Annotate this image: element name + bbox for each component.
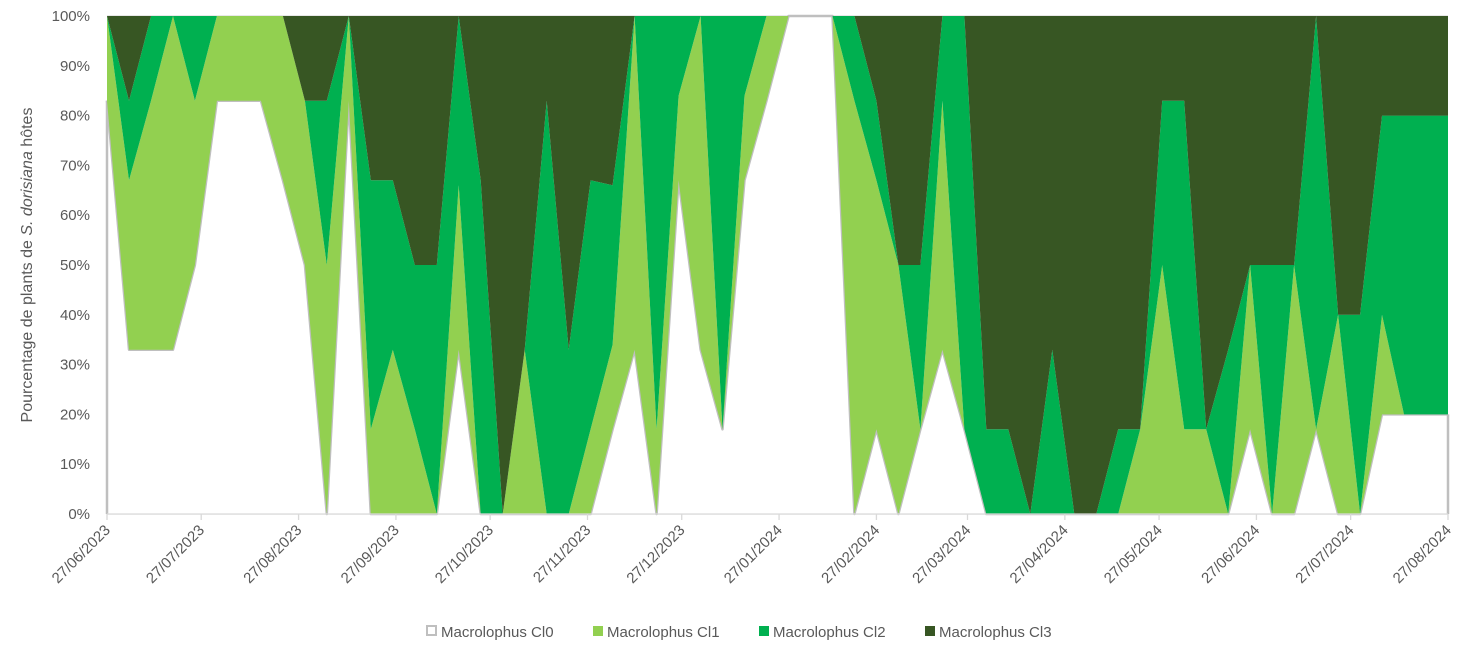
y-tick-label: 50%	[60, 257, 90, 274]
series-areas	[105, 14, 1450, 516]
area-macrolophus-cl3	[107, 16, 1448, 514]
y-axis-title: Pourcentage de plants de S. dorisiana hô…	[19, 108, 36, 423]
legend-label-macrolophus-cl3: Macrolophus Cl3	[939, 624, 1052, 641]
y-axis-title-prefix: Pourcentage de plants de	[19, 236, 36, 423]
legend-swatch-macrolophus-cl3	[925, 626, 935, 636]
x-tick-labels: 27/06/2023 27/07/2023 27/08/2023 27/09/2023…	[49, 522, 1455, 587]
y-tick-labels: 0% 10% 20% 30% 40% 50% 60% 70% 80% 90% 100%	[52, 8, 90, 523]
legend-swatch-macrolophus-cl2	[759, 626, 769, 636]
y-tick-label: 80%	[60, 108, 90, 125]
legend-label-macrolophus-cl1: Macrolophus Cl1	[607, 624, 720, 641]
legend-label-macrolophus-cl2: Macrolophus Cl2	[773, 624, 886, 641]
y-tick-label: 70%	[60, 157, 90, 174]
x-tick-label: 27/07/2024	[1292, 522, 1357, 587]
x-tick-label: 27/07/2023	[143, 522, 208, 587]
y-axis-title-suffix: hôtes	[19, 108, 36, 152]
y-tick-label: 10%	[60, 456, 90, 473]
x-tick-label: 27/09/2023	[338, 522, 403, 587]
x-tick-label: 27/08/2024	[1390, 522, 1455, 587]
x-tick-label: 27/10/2023	[432, 522, 497, 587]
y-tick-label: 0%	[68, 506, 90, 523]
y-tick-label: 20%	[60, 406, 90, 423]
x-tick-label: 27/06/2023	[49, 522, 114, 587]
y-tick-label: 100%	[52, 8, 90, 25]
x-tick-label: 27/02/2024	[818, 522, 883, 587]
x-tick-label: 27/01/2024	[721, 522, 786, 587]
legend-label-macrolophus-cl0: Macrolophus Cl0	[441, 624, 554, 641]
area-macrolophus-cl2	[107, 16, 1448, 514]
axes	[106, 513, 1449, 520]
y-tick-label: 60%	[60, 207, 90, 224]
area-macrolophus-cl1	[107, 16, 1448, 514]
legend-swatch-macrolophus-cl1	[593, 626, 603, 636]
x-tick-label: 27/08/2023	[240, 522, 305, 587]
x-tick-label: 27/11/2023	[530, 522, 594, 586]
y-axis-title-species: S. dorisiana	[19, 151, 36, 236]
area-macrolophus-cl0	[107, 16, 1448, 514]
legend: Macrolophus Cl0 Macrolophus Cl1 Macrolophu…	[426, 624, 1052, 641]
x-tick-label: 27/05/2024	[1101, 522, 1166, 587]
x-tick-label: 27/06/2024	[1198, 522, 1263, 587]
y-tick-label: 90%	[60, 58, 90, 75]
y-tick-label: 30%	[60, 357, 90, 374]
x-tick-label: 27/03/2024	[909, 522, 974, 587]
y-tick-label: 40%	[60, 307, 90, 324]
legend-swatch-macrolophus-cl0	[426, 625, 437, 636]
x-tick-label: 27/12/2023	[623, 522, 688, 587]
x-tick-label: 27/04/2024	[1007, 522, 1072, 587]
